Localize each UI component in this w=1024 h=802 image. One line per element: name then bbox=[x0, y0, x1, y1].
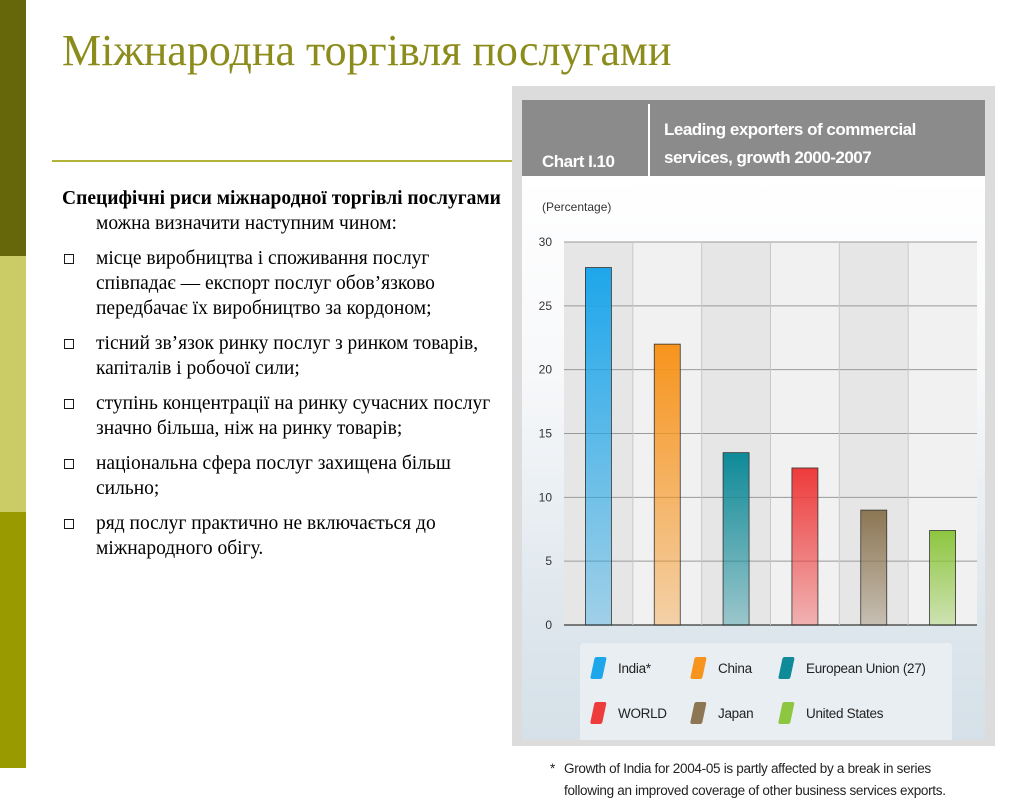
chart-body: (Percentage) 0 5 10 15 20 25 30 India* China Eur… bbox=[522, 176, 985, 798]
bar-united-states bbox=[929, 530, 956, 626]
legend-label: India* bbox=[618, 661, 652, 676]
chart-footnote: * Growth of India for 2004-05 is partly … bbox=[550, 758, 980, 802]
bullet-item: місце виробництва і споживання послуг сп… bbox=[62, 246, 502, 321]
bullet-text: місце виробництва і споживання послуг сп… bbox=[96, 248, 435, 319]
left-stripe-dark bbox=[0, 0, 26, 256]
title-underline bbox=[52, 160, 514, 162]
bar-india bbox=[585, 267, 612, 626]
y-tick-label: 25 bbox=[539, 299, 553, 313]
chart-header: Chart I.10 Leading exporters of commerci… bbox=[522, 100, 985, 186]
intro-rest: можна визначити наступним чином: bbox=[96, 213, 397, 234]
y-tick-label: 0 bbox=[545, 618, 552, 632]
bar-european-union-27 bbox=[722, 452, 750, 626]
slide-text: Специфічні риси міжнародної торгівлі пос… bbox=[62, 186, 502, 571]
y-tick-label: 30 bbox=[539, 235, 553, 249]
legend-label: Japan bbox=[718, 706, 753, 721]
slide-title: Міжнародна торгівля послугами bbox=[62, 26, 672, 75]
footnote-marker: * bbox=[550, 761, 555, 776]
legend-swatch bbox=[778, 702, 795, 724]
y-tick-label: 20 bbox=[539, 363, 553, 377]
legend-swatch bbox=[690, 657, 707, 679]
square-bullet-icon bbox=[64, 339, 74, 349]
bullet-item: ступінь концентрації на ринку сучасних п… bbox=[62, 391, 502, 441]
left-stripe-light bbox=[0, 256, 26, 512]
legend-label: WORLD bbox=[618, 706, 667, 721]
square-bullet-icon bbox=[64, 459, 74, 469]
y-tick-label: 5 bbox=[545, 554, 552, 568]
square-bullet-icon bbox=[64, 399, 74, 409]
square-bullet-icon bbox=[64, 254, 74, 264]
legend-box bbox=[580, 643, 952, 740]
legend-swatch bbox=[690, 702, 707, 724]
bullet-item: ряд послуг практично не включається до м… bbox=[62, 511, 502, 561]
legend-label: China bbox=[718, 661, 753, 676]
header-divider bbox=[648, 104, 650, 186]
bullet-text: тісний зв’язок ринку послуг з ринком тов… bbox=[96, 333, 479, 379]
bullet-item: тісний зв’язок ринку послуг з ринком тов… bbox=[62, 331, 502, 381]
square-bullet-icon bbox=[64, 519, 74, 529]
y-tick-label: 15 bbox=[539, 427, 553, 441]
left-stripe-mid bbox=[0, 512, 26, 768]
legend-label: European Union (27) bbox=[806, 661, 926, 676]
chart-number: Chart I.10 bbox=[542, 152, 615, 171]
footnote-text: Growth of India for 2004-05 is partly af… bbox=[564, 761, 946, 798]
intro-paragraph: Специфічні риси міжнародної торгівлі пос… bbox=[62, 186, 502, 236]
bullet-list: місце виробництва і споживання послуг сп… bbox=[62, 246, 502, 561]
bullet-text: національна сфера послуг захищена більш … bbox=[96, 453, 451, 499]
y-axis-label: (Percentage) bbox=[542, 200, 611, 214]
bullet-item: національна сфера послуг захищена більш … bbox=[62, 451, 502, 501]
legend-swatch bbox=[590, 702, 607, 724]
legend-swatch bbox=[778, 657, 795, 679]
legend-label: United States bbox=[806, 706, 884, 721]
legend-swatch bbox=[590, 657, 607, 679]
intro-bold: Специфічні риси міжнародної торгівлі пос… bbox=[62, 188, 501, 209]
bar-chart: (Percentage) 0 5 10 15 20 25 30 India* China Eur… bbox=[539, 200, 977, 740]
bullet-text: ряд послуг практично не включається до м… bbox=[96, 513, 436, 559]
bar-japan bbox=[860, 509, 888, 626]
chart-panel: Chart I.10 Leading exporters of commerci… bbox=[512, 86, 995, 798]
chart-title: Leading exporters of commercial services… bbox=[664, 120, 916, 167]
y-tick-label: 10 bbox=[539, 490, 553, 504]
bar-china bbox=[653, 343, 681, 626]
bullet-text: ступінь концентрації на ринку сучасних п… bbox=[96, 393, 491, 439]
bar-world bbox=[791, 467, 819, 626]
